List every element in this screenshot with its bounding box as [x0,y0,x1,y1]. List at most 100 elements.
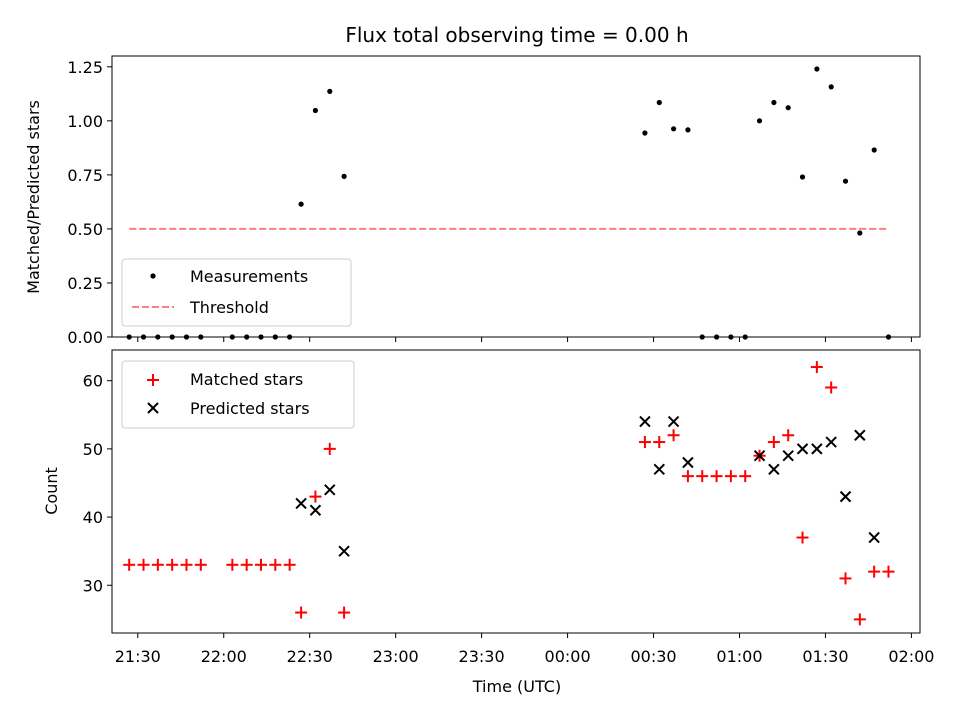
matched-star-point [323,442,336,455]
legend-matched-label: Matched stars [190,370,303,389]
top-legend: Measurements Threshold [121,258,352,327]
measurement-point [871,147,877,153]
matched-star-point [825,381,838,394]
x-tick-label: 21:30 [115,647,161,666]
predicted-star-point [839,490,852,503]
matched-star-point [868,565,881,578]
measurement-point [799,174,806,180]
measurement-point [785,105,791,111]
top-y-tick-label: 0.50 [67,220,103,239]
measurement-point [327,88,333,94]
matched-star-point [226,558,239,571]
x-tick-label: 23:00 [373,647,419,666]
predicted-star-point [295,497,307,510]
predicted-star-point [768,463,780,476]
top-y-tick-label: 1.00 [67,112,103,131]
matched-star-point [767,436,780,449]
matched-star-point [853,613,866,626]
predicted-star-point [782,449,794,462]
bottom-y-axis-label: Count [42,467,61,515]
top-y-ticks: 0.00 0.25 0.50 0.75 1.00 1.25 [67,58,112,347]
x-tick-label: 01:30 [802,647,848,666]
matched-star-point [309,490,322,503]
legend-measurements-label: Measurements [190,267,308,286]
matched-star-point [696,470,709,483]
top-axes-frame [111,55,921,338]
matched-star-point [638,436,651,449]
x-tick-label: 00:00 [545,647,591,666]
x-tick-label: 01:00 [716,647,762,666]
matched-star-point [667,429,680,442]
bottom-x-ticks: 21:30 22:00 22:30 23:00 23:30 00:00 00:30 01:00… [115,633,934,666]
matched-star-point [254,558,267,571]
top-y-tick-label: 0.75 [67,166,103,185]
measurement-point [842,178,849,184]
matched-star-point [180,558,193,571]
bottom-marks [123,361,895,626]
matched-star-point [166,558,179,571]
top-y-tick-label: 0.00 [67,328,103,347]
predicted-star-point [639,415,651,428]
matched-star-point [295,606,308,619]
measurement-point [814,66,820,72]
measurement-point [656,99,662,106]
matched-star-point [882,565,895,578]
matched-star-point [810,361,823,374]
matched-star-point [724,470,737,483]
bottom-y-tick-label: 40 [83,508,103,527]
bottom-legend: Matched stars Predicted stars [121,360,355,429]
predicted-star-point [682,456,694,469]
measurement-point [341,173,347,179]
top-y-tick-label: 1.25 [67,58,103,77]
x-tick-label: 22:00 [201,647,247,666]
matched-star-point [151,558,164,571]
matched-star-point [338,606,351,619]
matched-star-point [796,531,809,544]
matched-star-point [653,436,666,449]
legend-predicted-marker [147,402,159,414]
legend-matched-marker [147,374,159,386]
matched-star-point [194,558,207,571]
legend-predicted-label: Predicted stars [190,399,310,418]
predicted-star-point [868,531,880,544]
measurement-point [756,118,763,124]
matched-star-point [681,470,694,483]
predicted-star-point [825,436,837,448]
measurement-point [685,127,691,133]
measurement-point [312,107,318,114]
measurement-point [828,84,834,90]
x-tick-label: 02:00 [888,647,934,666]
predicted-star-point [753,449,766,462]
predicted-star-point [338,545,350,557]
predicted-star-point [309,504,322,516]
legend-measurements-marker [150,273,156,279]
matched-star-point [123,558,136,571]
measurement-point [298,201,304,207]
bottom-y-ticks: 30 40 50 60 [83,372,112,595]
star-count-panel: 30 40 50 60 21:30 22:00 22:30 23:00 23:30 00:00 0… [42,349,934,696]
measurement-point [857,230,863,236]
matched-star-point [839,572,852,585]
bottom-y-tick-label: 30 [83,576,103,595]
predicted-star-point [796,443,809,455]
chart-title: Flux total observing time = 0.00 h [345,23,688,47]
top-y-axis-label: Matched/Predicted stars [24,100,43,294]
matched-star-point [137,558,150,571]
top-x-ticks [137,337,912,342]
matched-star-point [710,470,723,483]
matched-star-point [739,470,752,483]
top-y-tick-label: 0.25 [67,274,103,293]
x-tick-label: 23:30 [459,647,505,666]
flux-ratio-panel: Flux total observing time = 0.00 h 0.000… [24,23,921,347]
predicted-star-point [324,484,336,496]
measurement-point [771,99,777,106]
x-tick-label: 00:30 [630,647,676,666]
predicted-star-point [811,443,823,455]
x-axis-label: Time (UTC) [472,677,561,696]
predicted-star-point [653,463,665,476]
legend-threshold-label: Threshold [189,298,269,317]
x-tick-label: 22:30 [287,647,333,666]
bottom-y-tick-label: 60 [83,372,103,391]
bottom-axes-frame [111,349,921,634]
